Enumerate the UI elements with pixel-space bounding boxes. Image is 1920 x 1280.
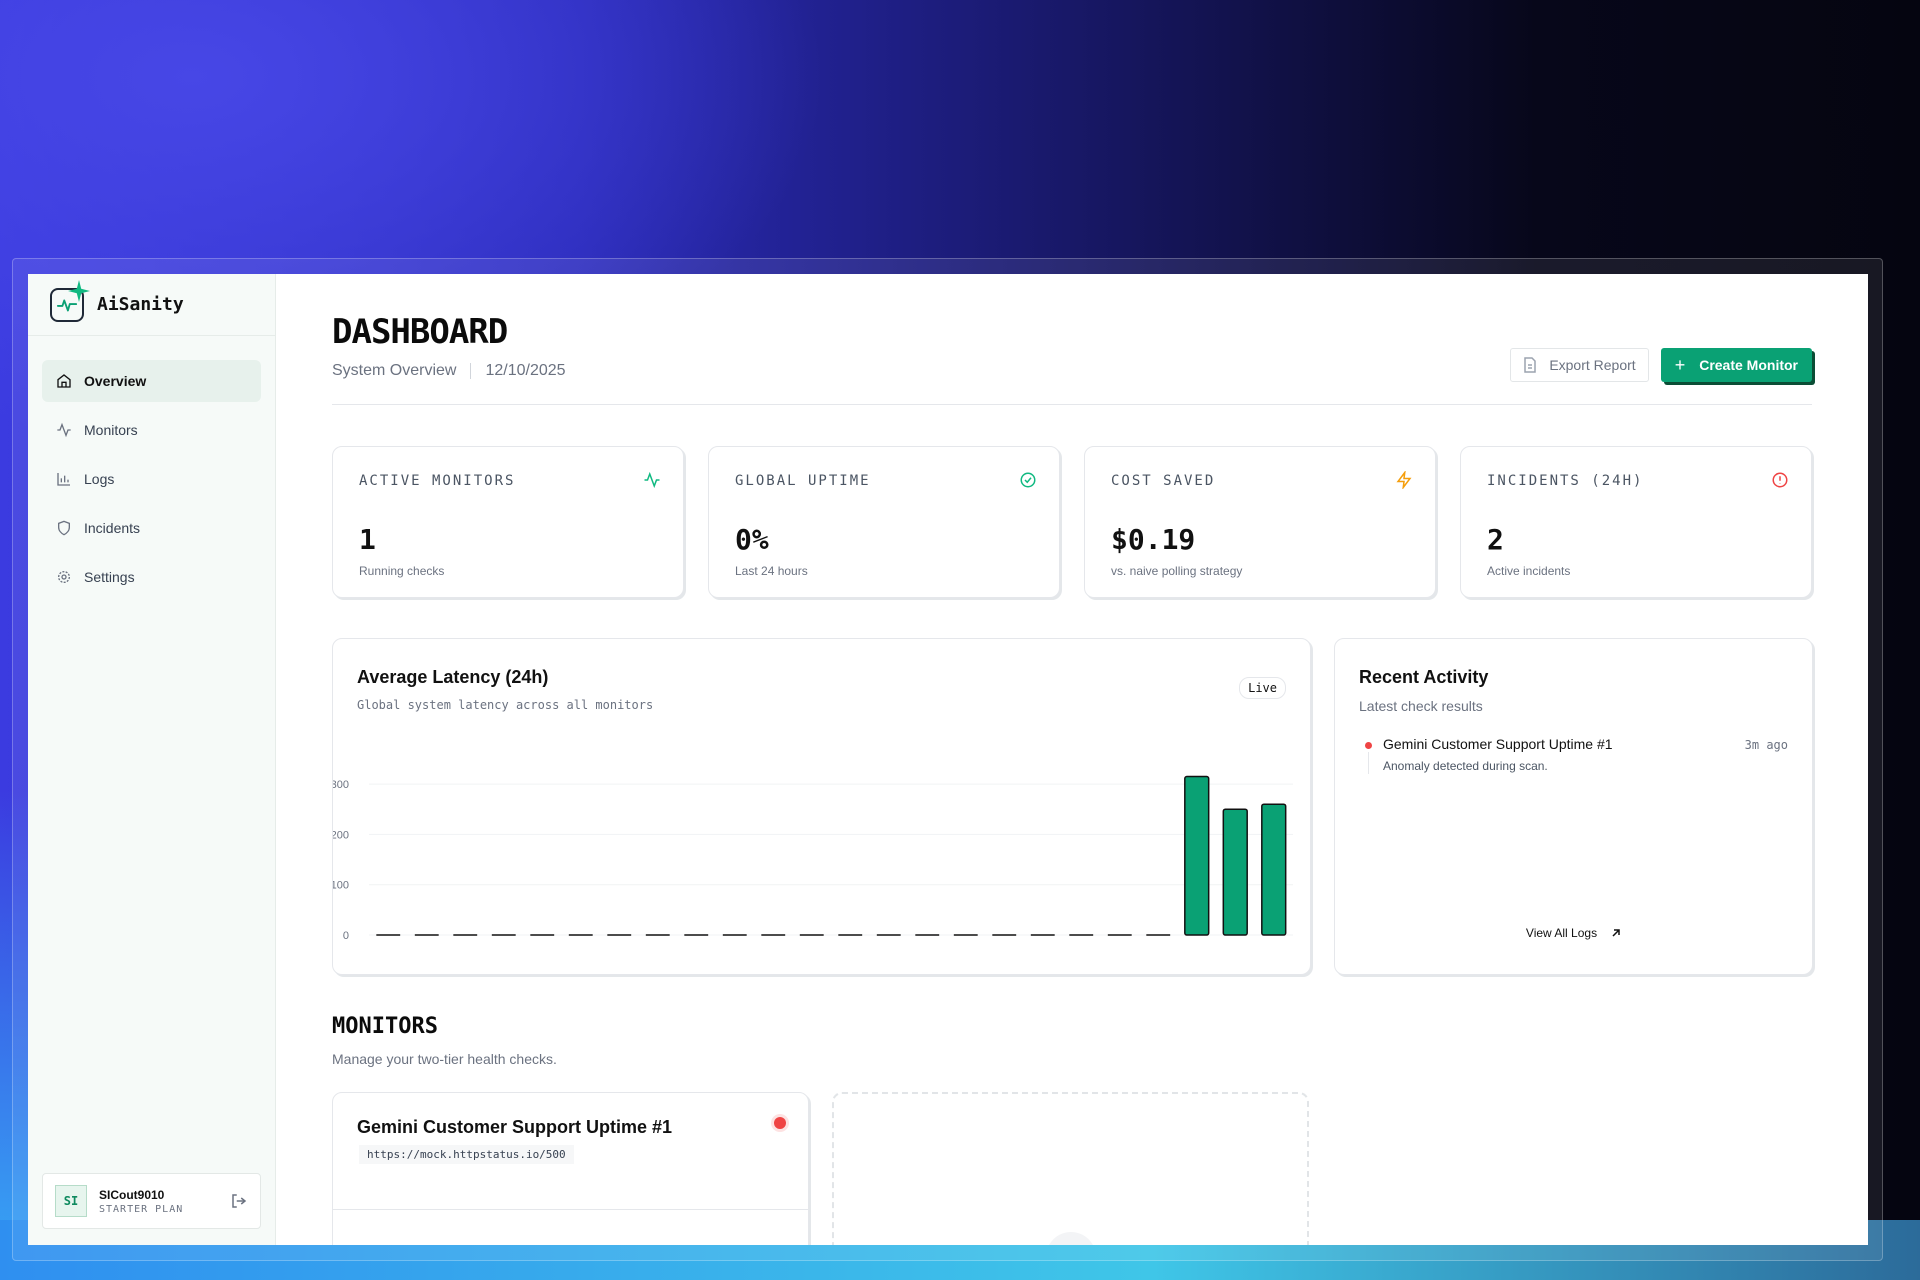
stat-card-cost-saved: COST SAVED $0.19 vs. naive polling strat… [1084,446,1436,598]
stat-sub: Active incidents [1487,564,1571,578]
y-tick-label: 0 [343,930,349,942]
stat-card-incidents: INCIDENTS (24H) 2 Active incidents [1460,446,1812,598]
sidebar-item-logs[interactable]: Logs [42,458,261,500]
stat-label: INCIDENTS (24H) [1487,473,1644,489]
view-all-logs-link[interactable]: View All Logs [1335,926,1812,940]
stat-sub: vs. naive polling strategy [1111,564,1243,578]
timeline-line [1368,752,1369,774]
main-content: DASHBOARD System Overview 12/10/2025 Exp… [276,274,1868,1245]
user-name: SICout9010 [99,1187,165,1202]
activity-subtitle: Latest check results [1359,698,1483,714]
home-icon [56,373,72,389]
sidebar: AiSanity Overview Monitors Logs Incident… [28,274,276,1245]
activity-item-name: Gemini Customer Support Uptime #1 [1383,736,1613,752]
latency-chart: 0 100 200 300 [333,775,1293,942]
latency-bar[interactable] [1222,808,1248,936]
create-monitor-button[interactable]: + Create Monitor [1660,348,1812,382]
user-profile[interactable]: SI SICout9010 STARTER PLAN [42,1173,261,1229]
user-info: SICout9010 STARTER PLAN [99,1188,183,1215]
header-divider [332,404,1812,405]
stats-row: ACTIVE MONITORS 1 Running checks GLOBAL … [332,446,1812,598]
sidebar-nav: Overview Monitors Logs Incidents Setting… [28,336,275,605]
monitor-name: Gemini Customer Support Uptime #1 [357,1117,673,1137]
monitor-card[interactable]: Gemini Customer Support Uptime #1 https:… [332,1092,809,1245]
header-actions: Export Report + Create Monitor [1510,348,1812,382]
stat-label: GLOBAL UPTIME [735,473,871,489]
y-tick-label: 300 [333,779,349,791]
file-icon [1524,357,1537,373]
chart-subtitle: Global system latency across all monitor… [357,698,654,712]
chart-header: Average Latency (24h) Global system late… [357,667,653,712]
page-title: DASHBOARD [332,312,508,352]
sidebar-item-label: Monitors [84,422,138,438]
view-all-logs-label: View All Logs [1525,926,1598,940]
y-tick-label: 200 [333,829,349,841]
sidebar-item-label: Overview [84,373,147,389]
sidebar-item-label: Incidents [84,520,141,536]
brand-logo-icon [50,279,90,322]
recent-activity-card: Recent Activity Latest check results Gem… [1334,638,1813,975]
monitor-url: https://mock.httpstatus.io/500 [359,1145,574,1164]
plus-icon: + [1674,354,1686,375]
activity-icon [644,471,660,489]
stat-card-active-monitors: ACTIVE MONITORS 1 Running checks [332,446,684,598]
sidebar-item-monitors[interactable]: Monitors [42,409,261,451]
monitor-divider [333,1209,808,1210]
current-date: 12/10/2025 [485,362,566,379]
latency-chart-card: 0 100 200 300 Average Latency (24h) Global … [332,638,1311,975]
sidebar-item-overview[interactable]: Overview [42,360,261,402]
check-circle-icon [1020,472,1036,488]
sidebar-item-settings[interactable]: Settings [42,556,261,598]
create-monitor-label: Create Monitor [1699,357,1798,373]
chart-title: Average Latency (24h) [357,667,549,687]
stat-value: 0% [735,523,769,556]
sidebar-item-label: Logs [84,471,115,487]
stat-label: COST SAVED [1111,473,1216,489]
user-plan: STARTER PLAN [99,1203,184,1215]
stat-value: 1 [359,523,376,556]
stat-value: $0.19 [1111,523,1196,556]
sidebar-item-label: Settings [84,569,135,585]
shield-icon [56,520,72,536]
export-report-button[interactable]: Export Report [1510,348,1649,382]
bar-chart-icon [56,471,72,487]
stat-label: ACTIVE MONITORS [359,473,516,489]
activity-title: Recent Activity [1359,667,1489,687]
activity-item-desc: Anomaly detected during scan. [1383,759,1548,773]
monitor-status-dot [774,1117,786,1129]
subtitle-text: System Overview [332,362,457,379]
brand[interactable]: AiSanity [28,274,275,336]
live-badge: Live [1239,677,1286,699]
monitors-title: MONITORS [332,1014,438,1039]
arrow-up-right-icon [1612,929,1620,937]
stat-sub: Last 24 hours [735,564,808,578]
sidebar-item-incidents[interactable]: Incidents [42,507,261,549]
activity-icon [56,422,72,438]
latency-bar[interactable] [1261,803,1287,936]
gear-icon [56,569,72,585]
logout-icon[interactable] [230,1192,248,1210]
monitors-subtitle: Manage your two-tier health checks. [332,1051,557,1067]
activity-item-time: 3m ago [1744,738,1788,752]
add-monitor-card[interactable] [832,1092,1309,1245]
stat-card-global-uptime: GLOBAL UPTIME 0% Last 24 hours [708,446,1060,598]
latency-bar[interactable] [1184,775,1210,936]
export-report-label: Export Report [1549,357,1636,373]
app-window: AiSanity Overview Monitors Logs Incident… [28,274,1868,1245]
brand-name: AiSanity [97,294,184,315]
activity-item[interactable]: Gemini Customer Support Uptime #1 3m ago… [1359,736,1788,774]
page-subtitle: System Overview 12/10/2025 [332,362,1812,380]
status-dot [1365,742,1372,749]
zap-icon [1396,471,1412,489]
subtitle-separator [470,363,472,379]
avatar: SI [55,1185,87,1217]
stat-sub: Running checks [359,564,445,578]
stat-value: 2 [1487,523,1504,556]
alert-circle-icon [1772,472,1788,488]
y-tick-label: 100 [333,880,349,892]
add-monitor-circle [1045,1232,1096,1245]
